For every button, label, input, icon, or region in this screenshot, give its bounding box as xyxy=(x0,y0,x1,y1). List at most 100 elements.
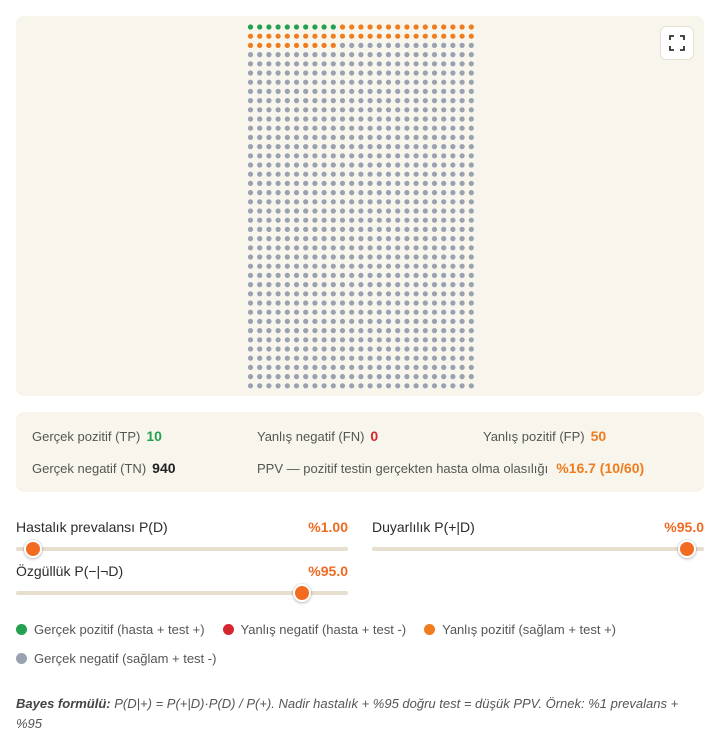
tn-dot xyxy=(450,144,456,150)
tn-dot xyxy=(257,98,263,104)
tn-dot xyxy=(450,226,456,232)
tn-dot xyxy=(275,88,281,94)
fp-dot xyxy=(376,33,382,39)
tn-dot xyxy=(293,291,300,297)
fp-dot xyxy=(303,42,309,48)
tn-dot xyxy=(459,282,465,288)
tn-dot xyxy=(303,272,309,278)
tn-dot xyxy=(441,374,447,380)
tn-dot xyxy=(385,226,392,232)
tn-dot xyxy=(367,236,373,242)
tn-dot xyxy=(312,79,318,85)
sensitivity-track[interactable] xyxy=(372,540,704,558)
tn-dot xyxy=(284,134,290,140)
stat-fp: Yanlış pozitif (FP) 50 xyxy=(483,428,606,444)
tn-dot xyxy=(385,318,392,324)
specificity-thumb[interactable] xyxy=(292,584,311,602)
tn-dot xyxy=(266,226,272,232)
tn-dot xyxy=(450,208,456,214)
tn-dot xyxy=(321,171,327,177)
tn-dot xyxy=(468,300,474,306)
tn-dot xyxy=(376,52,382,58)
tn-dot xyxy=(284,98,290,104)
prevalence-track[interactable] xyxy=(16,540,348,558)
tn-dot xyxy=(349,180,355,186)
fp-dot xyxy=(266,42,272,48)
tn-dot xyxy=(339,107,346,113)
tn-dot xyxy=(339,52,346,58)
fullscreen-button[interactable] xyxy=(660,26,694,60)
tn-dot xyxy=(450,52,456,58)
tn-dot xyxy=(275,364,281,370)
tn-dot xyxy=(468,88,474,94)
tn-dot xyxy=(385,116,392,122)
tn-dot xyxy=(330,383,336,389)
tn-dot xyxy=(321,107,327,113)
tn-dot xyxy=(376,208,382,214)
tn-dot xyxy=(275,217,281,223)
tn-dot xyxy=(376,217,382,223)
tn-dot xyxy=(275,309,281,315)
tn-dot xyxy=(422,208,428,214)
tn-dot xyxy=(275,190,281,196)
tn-dot xyxy=(266,70,272,76)
tn-dot xyxy=(459,79,465,85)
tn-dot xyxy=(441,171,447,177)
tn-dot xyxy=(404,88,410,94)
tn-dot xyxy=(404,245,410,251)
tn-dot xyxy=(321,208,327,214)
fp-dot xyxy=(247,42,254,48)
tn-dot xyxy=(312,282,318,288)
legend: Gerçek pozitif (hasta + test +) Yanlış n… xyxy=(16,622,704,680)
tn-dot xyxy=(312,346,318,352)
tn-dot xyxy=(413,328,419,334)
tn-dot xyxy=(257,107,263,113)
tn-dot xyxy=(349,88,355,94)
fp-dot xyxy=(275,42,281,48)
tn-dot xyxy=(321,383,327,389)
tn-dot xyxy=(349,144,355,150)
tn-dot xyxy=(459,52,465,58)
tn-dot xyxy=(339,162,346,168)
tn-dot xyxy=(376,88,382,94)
tn-dot xyxy=(349,272,355,278)
prevalence-thumb[interactable] xyxy=(23,540,42,558)
tn-dot xyxy=(367,254,373,260)
sensitivity-thumb[interactable] xyxy=(678,540,697,558)
tn-dot xyxy=(339,245,346,251)
orange-dot-icon xyxy=(424,624,436,635)
tn-dot xyxy=(367,337,373,343)
specificity-track[interactable] xyxy=(16,584,348,602)
tn-dot xyxy=(339,309,346,315)
tn-dot xyxy=(303,355,309,361)
tn-dot xyxy=(385,162,392,168)
tn-dot xyxy=(367,107,373,113)
tn-dot xyxy=(303,88,309,94)
tn-dot xyxy=(275,328,281,334)
tn-dot xyxy=(376,79,382,85)
legend-item-tn: Gerçek negatif (sağlam + test -) xyxy=(16,651,216,666)
tn-dot xyxy=(358,346,364,352)
tn-dot xyxy=(431,98,438,104)
tn-dot xyxy=(321,190,327,196)
tn-dot xyxy=(395,328,401,334)
tn-dot xyxy=(293,79,300,85)
tn-dot xyxy=(376,254,382,260)
tn-dot xyxy=(284,144,290,150)
tn-dot xyxy=(247,116,254,122)
tn-dot xyxy=(404,226,410,232)
tn-dot xyxy=(441,88,447,94)
tn-dot xyxy=(385,254,392,260)
tn-dot xyxy=(247,180,254,186)
stat-fn: Yanlış negatif (FN) 0 xyxy=(257,428,378,444)
tn-dot xyxy=(441,144,447,150)
tn-dot xyxy=(257,328,263,334)
tn-dot xyxy=(339,364,346,370)
tn-dot xyxy=(404,79,410,85)
fp-dot xyxy=(431,24,438,30)
tn-dot xyxy=(257,116,263,122)
fp-dot xyxy=(404,33,410,39)
tn-dot xyxy=(339,61,346,67)
tn-dot xyxy=(247,52,254,58)
tn-dot xyxy=(376,98,382,104)
